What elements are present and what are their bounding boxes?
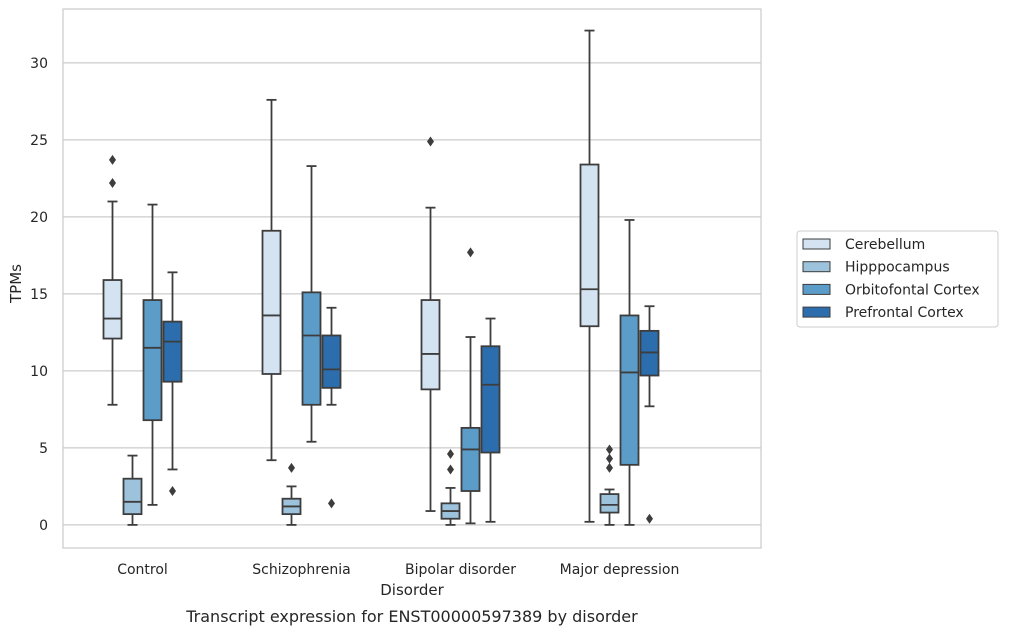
legend-swatch bbox=[802, 306, 831, 318]
box-2-3 bbox=[480, 317, 501, 523]
plot-frame bbox=[62, 8, 762, 549]
outlier-point bbox=[447, 464, 454, 475]
box-3-0 bbox=[579, 29, 600, 523]
legend-item: Hipppocampus bbox=[802, 260, 950, 276]
outlier-point bbox=[288, 462, 295, 473]
outlier-point bbox=[169, 486, 176, 497]
x-tick-label: Control bbox=[117, 562, 168, 578]
box-body bbox=[619, 314, 640, 466]
x-tick-label: Bipolar disorder bbox=[405, 562, 516, 578]
outlier-point bbox=[606, 453, 613, 464]
y-tick-labels: 0 5 10 15 20 25 30 bbox=[30, 56, 48, 534]
outlier-point bbox=[606, 444, 613, 455]
legend-label: Hipppocampus bbox=[845, 260, 950, 276]
box-3-2 bbox=[619, 219, 640, 526]
outlier-point bbox=[646, 513, 653, 524]
box-2-1 bbox=[440, 449, 461, 526]
box-body bbox=[321, 334, 342, 389]
box-body bbox=[480, 345, 501, 454]
box-body bbox=[142, 299, 163, 422]
box-body bbox=[420, 299, 441, 391]
x-tick-labels: Control Schizophrenia Bipolar disorder Majo… bbox=[117, 562, 679, 578]
outlier-point bbox=[606, 462, 613, 473]
box-0-0 bbox=[102, 154, 123, 406]
legend-swatch bbox=[802, 283, 831, 295]
outlier-point bbox=[109, 154, 116, 165]
box-body bbox=[599, 493, 620, 514]
y-tick-label: 0 bbox=[39, 518, 48, 534]
legend-item: Prefrontal Cortex bbox=[802, 305, 964, 321]
box-2-2 bbox=[460, 247, 481, 525]
box-0-1 bbox=[122, 454, 143, 526]
box-body bbox=[579, 163, 600, 328]
box-1-1 bbox=[281, 462, 302, 526]
box-3-1 bbox=[599, 444, 620, 526]
outlier-point bbox=[427, 136, 434, 147]
outlier-point bbox=[467, 247, 474, 258]
box-0-2 bbox=[142, 203, 163, 506]
y-tick-label: 5 bbox=[39, 441, 48, 457]
box-body bbox=[301, 291, 322, 406]
y-tick-label: 15 bbox=[30, 287, 48, 303]
x-tick-label: Major depression bbox=[560, 562, 680, 578]
box-body bbox=[122, 477, 143, 516]
legend-item: Orbitofontal Cortex bbox=[802, 282, 980, 298]
box-body bbox=[162, 320, 183, 383]
box-1-2 bbox=[301, 165, 322, 443]
legend-swatch bbox=[802, 261, 831, 273]
legend-label: Prefrontal Cortex bbox=[845, 305, 964, 321]
x-tick-label: Schizophrenia bbox=[252, 562, 350, 578]
box-body bbox=[261, 229, 282, 375]
box-2-0 bbox=[420, 136, 441, 512]
y-tick-label: 10 bbox=[30, 364, 48, 380]
y-tick-label: 20 bbox=[30, 210, 48, 226]
legend-frame bbox=[796, 230, 999, 328]
outlier-point bbox=[447, 449, 454, 460]
legend-label: Cerebellum bbox=[845, 237, 925, 253]
boxes bbox=[102, 29, 660, 526]
chart-caption: Transcript expression for ENST0000059738… bbox=[185, 607, 638, 626]
legend: Cerebellum Hipppocampus Orbitofontal Corte… bbox=[796, 230, 999, 328]
box-1-0 bbox=[261, 98, 282, 462]
y-axis-label: TPMs bbox=[7, 264, 25, 304]
y-tick-label: 25 bbox=[30, 133, 48, 149]
legend-label: Orbitofontal Cortex bbox=[845, 282, 980, 298]
box-1-3 bbox=[321, 306, 342, 509]
grid-lines bbox=[63, 62, 761, 526]
legend-item: Cerebellum bbox=[802, 237, 925, 253]
outlier-point bbox=[109, 178, 116, 189]
box-body bbox=[460, 426, 481, 492]
box-0-3 bbox=[162, 271, 183, 497]
box-body bbox=[102, 279, 123, 340]
x-axis-label: Disorder bbox=[380, 581, 444, 599]
legend-swatch bbox=[802, 238, 831, 250]
y-tick-label: 30 bbox=[30, 56, 48, 72]
box-3-3 bbox=[639, 305, 660, 524]
outlier-point bbox=[328, 498, 335, 509]
